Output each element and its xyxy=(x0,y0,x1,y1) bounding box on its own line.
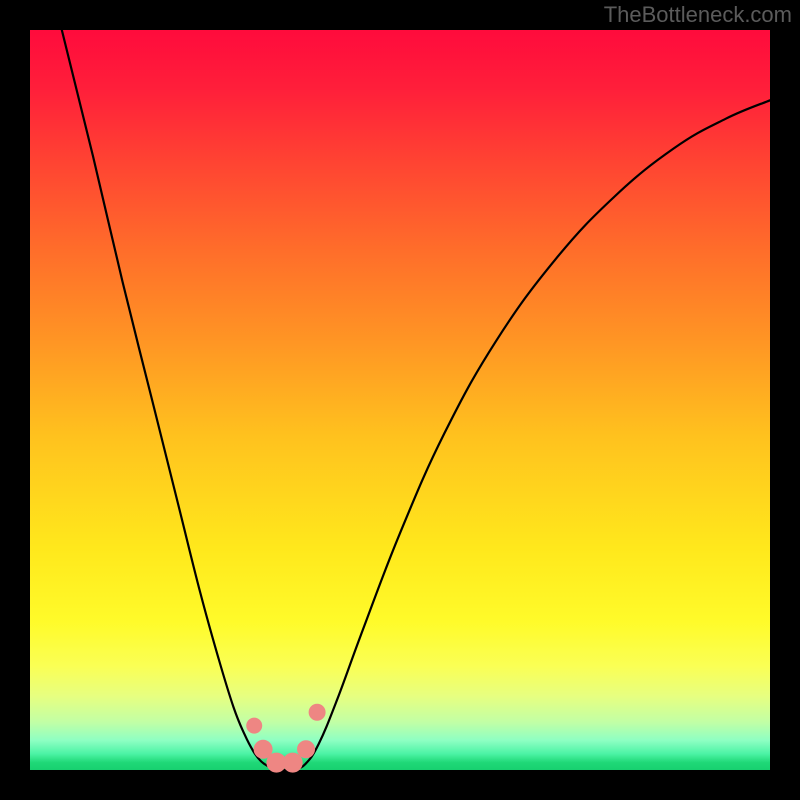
marker-point xyxy=(283,753,302,772)
chart-stage: TheBottleneck.com xyxy=(0,0,800,800)
bottleneck-chart-svg xyxy=(0,0,800,800)
watermark-text: TheBottleneck.com xyxy=(604,2,792,28)
heat-gradient xyxy=(30,30,770,770)
marker-point xyxy=(298,741,315,758)
marker-point xyxy=(309,704,325,720)
marker-point xyxy=(247,718,262,733)
